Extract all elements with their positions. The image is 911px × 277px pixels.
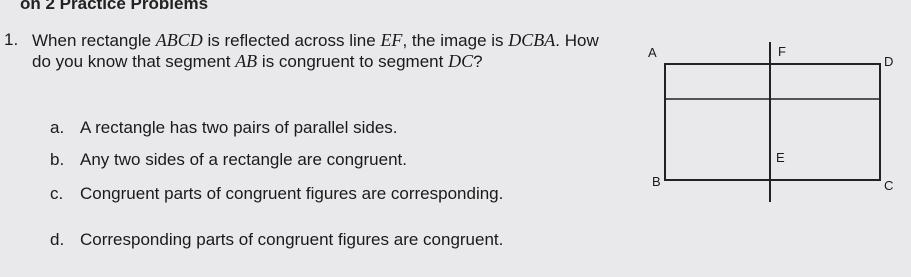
- choice-letter: d.: [50, 230, 65, 249]
- choice-text: A rectangle has two pairs of parallel si…: [80, 118, 398, 137]
- choice-text: Any two sides of a rectangle are congrue…: [80, 150, 407, 169]
- point-label: F: [778, 44, 786, 59]
- point-label: E: [776, 150, 785, 165]
- choice-text: Congruent parts of congruent figures are…: [80, 184, 504, 203]
- math-text: EF: [380, 30, 403, 50]
- choice: b. Any two sides of a rectangle are congr…: [50, 150, 407, 170]
- math-text: DC: [448, 51, 474, 71]
- math-text: DCBA: [508, 30, 556, 50]
- header-title: on 2 Practice Problems: [20, 0, 209, 13]
- text: , the image is: [402, 31, 509, 50]
- point-label: C: [884, 178, 893, 193]
- choice-text: Corresponding parts of congruent figures…: [80, 230, 504, 249]
- choice: d. Corresponding parts of congruent figur…: [50, 230, 503, 250]
- text: When rectangle: [32, 31, 156, 50]
- question: 1. When rectangle ABCD is reflected acro…: [4, 30, 616, 71]
- math-text: AB: [235, 51, 258, 71]
- choice-letter: c.: [50, 184, 64, 203]
- question-number: 1.: [4, 30, 19, 49]
- point-label: B: [652, 174, 661, 189]
- choice-letter: b.: [50, 150, 65, 169]
- text: . How do you know that segment: [32, 31, 599, 71]
- choice: a. A rectangle has two pairs of parallel …: [50, 118, 398, 138]
- text: is reflected across line: [202, 31, 381, 50]
- text: is congruent to segment: [257, 52, 449, 71]
- question-text: When rectangle ABCD is reflected across …: [32, 30, 616, 72]
- point-label: A: [648, 45, 657, 60]
- choice-letter: a.: [50, 118, 65, 137]
- point-label: D: [884, 54, 893, 69]
- math-text: ABCD: [155, 30, 203, 50]
- choice: c. Congruent parts of congruent figures a…: [50, 184, 503, 204]
- rectangle: [664, 63, 881, 181]
- text: ?: [473, 52, 483, 71]
